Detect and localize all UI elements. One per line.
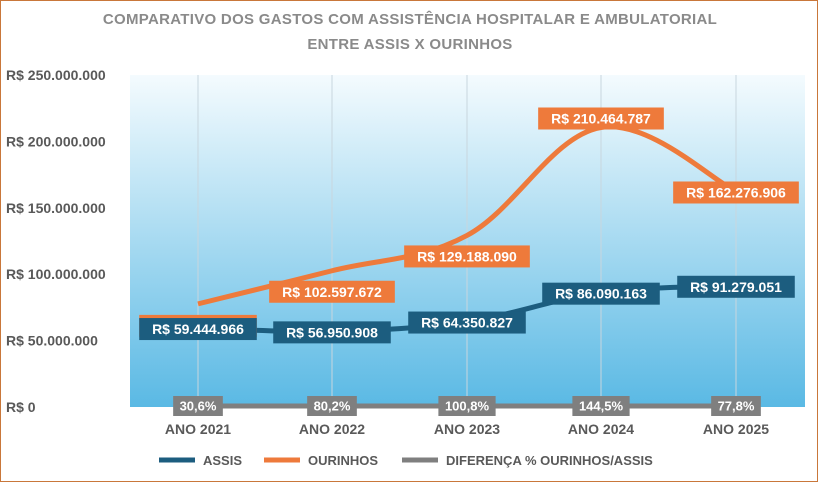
- x-axis: ANO 2021 ANO 2022 ANO 2023 ANO 2024 ANO 2025: [165, 421, 769, 437]
- x-tick-label: ANO 2024: [568, 421, 634, 437]
- x-tick-label: ANO 2023: [434, 421, 500, 437]
- data-label-assis: R$ 64.350.827: [421, 315, 513, 331]
- chart-title-line-1: COMPARATIVO DOS GASTOS COM ASSISTÊNCIA H…: [102, 11, 718, 28]
- legend-label-diferenca: DIFERENÇA % OURINHOS/ASSIS: [446, 453, 653, 468]
- x-tick-label: ANO 2025: [703, 421, 769, 437]
- data-label-diferenca: 77,8%: [718, 399, 755, 414]
- y-tick-label: R$ 250.000.000: [6, 67, 106, 83]
- chart-title-line-2: ENTRE ASSIS X OURINHOS: [307, 36, 513, 53]
- data-label-diferenca-bg: [572, 396, 630, 416]
- data-label-ourinhos: R$ 129.188.090: [417, 248, 517, 264]
- legend: ASSIS OURINHOS DIFERENÇA % OURINHOS/ASSIS: [159, 453, 653, 468]
- y-tick-label: R$ 100.000.000: [6, 266, 106, 282]
- data-label-ourinhos-bg: [673, 181, 799, 204]
- data-label-diferenca-bg: [438, 396, 496, 416]
- x-tick-label: ANO 2021: [165, 421, 231, 437]
- legend-label-assis: ASSIS: [203, 453, 242, 468]
- data-label-assis-bg: [542, 282, 660, 305]
- data-label-diferenca-bg: [307, 396, 357, 416]
- data-label-diferenca: 80,2%: [314, 399, 351, 414]
- data-label-ourinhos-bg: [269, 280, 395, 303]
- data-label-assis: R$ 91.279.051: [690, 279, 782, 295]
- data-label-ourinhos: R$ 102.597.672: [282, 284, 382, 300]
- x-tick-label: ANO 2022: [299, 421, 365, 437]
- data-label-ourinhos-bg: [404, 245, 530, 268]
- data-label-assis-bg: [408, 311, 526, 334]
- y-tick-label: R$ 150.000.000: [6, 200, 106, 216]
- data-label-diferenca: 144,5%: [579, 399, 624, 414]
- y-tick-label: R$ 200.000.000: [6, 133, 106, 149]
- data-label-assis-bg: [273, 321, 391, 344]
- data-label-assis: R$ 86.090.163: [555, 286, 647, 302]
- gridlines: [197, 75, 737, 407]
- data-label-ourinhos: R$ 162.276.906: [686, 185, 786, 201]
- data-label-ourinhos: R$ 210.464.787: [551, 111, 651, 127]
- data-label-diferenca-bg: [711, 396, 761, 416]
- data-label-assis-bg: [139, 318, 257, 341]
- data-label-diferenca-bg: [173, 396, 223, 416]
- data-label-assis-bg: [677, 275, 795, 298]
- data-label-diferenca: 30,6%: [180, 399, 217, 414]
- data-label-assis: R$ 56.950.908: [286, 324, 378, 340]
- y-tick-label: R$ 0: [6, 399, 36, 415]
- y-tick-label: R$ 50.000.000: [6, 333, 98, 349]
- data-label-assis: R$ 59.444.966: [152, 321, 244, 337]
- y-axis: R$ 0 R$ 50.000.000 R$ 100.000.000 R$ 150.00…: [6, 67, 106, 415]
- data-label-diferenca: 100,8%: [445, 399, 490, 414]
- data-label-ourinhos-bg: [538, 107, 664, 130]
- legend-label-ourinhos: OURINHOS: [308, 453, 378, 468]
